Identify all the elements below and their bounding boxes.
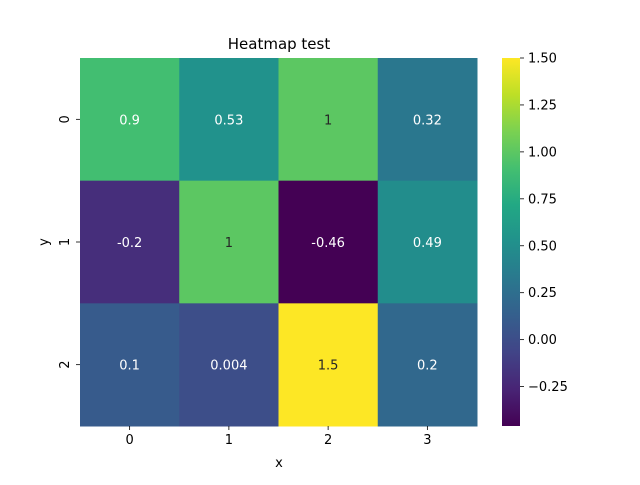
x-tick-label: 0 (125, 433, 133, 448)
cell-label: 0.2 (417, 359, 438, 374)
heatmap-cell (179, 58, 279, 182)
colorbar-tick-label: 0.75 (528, 192, 557, 207)
colorbar (502, 58, 520, 426)
colorbar-tick-label: 1.50 (528, 52, 557, 67)
x-axis: 0 1 2 3 (125, 426, 432, 448)
heatmap-cell (179, 303, 279, 427)
heatmap-cell (377, 180, 478, 304)
x-tick-label: 2 (324, 433, 332, 448)
y-axis-label: y (37, 238, 52, 246)
heatmap-cell (377, 303, 478, 427)
y-tick-label: 1 (58, 238, 73, 246)
cell-label: 1 (324, 113, 332, 128)
cell-label: 0.004 (210, 359, 247, 374)
heatmap-cell (278, 180, 379, 304)
y-axis: 0 1 2 (58, 115, 80, 369)
cell-label: 1.5 (318, 359, 339, 374)
heatmap-cells: 0.9 0.53 1 0.32 -0.2 1 -0.46 0.49 0.1 0.004 1.5 0.2 (80, 58, 478, 427)
colorbar-tick-label: 0.00 (528, 333, 557, 348)
cell-label: -0.2 (117, 236, 142, 251)
cell-label: 0.53 (214, 113, 243, 128)
heatmap-cell (80, 180, 180, 304)
cell-label: 0.1 (119, 359, 140, 374)
colorbar-tick-label: 0.25 (528, 286, 557, 301)
cell-label: 1 (225, 236, 233, 251)
x-tick-label: 3 (423, 433, 431, 448)
y-tick-label: 0 (58, 115, 73, 123)
colorbar-tick-label: 1.00 (528, 145, 557, 160)
colorbar-axis: −0.25 0.00 0.25 0.50 0.75 1.00 1.25 1.50 (520, 52, 568, 395)
x-tick-label: 1 (225, 433, 233, 448)
heatmap-cell (278, 303, 379, 427)
heatmap-cell (278, 58, 379, 182)
heatmap-cell (80, 58, 180, 182)
colorbar-tick-label: 1.25 (528, 98, 557, 113)
cell-label: 0.49 (413, 236, 442, 251)
cell-label: -0.46 (311, 236, 345, 251)
chart-title: Heatmap test (228, 35, 331, 53)
cell-label: 0.9 (119, 113, 140, 128)
y-tick-label: 2 (58, 361, 73, 369)
heatmap-cell (377, 58, 478, 182)
colorbar-tick-label: −0.25 (528, 380, 568, 395)
cell-label: 0.32 (413, 113, 442, 128)
colorbar-tick-label: 0.50 (528, 239, 557, 254)
heatmap-cell (80, 303, 180, 427)
x-axis-label: x (275, 456, 283, 471)
heatmap-cell (179, 180, 279, 304)
